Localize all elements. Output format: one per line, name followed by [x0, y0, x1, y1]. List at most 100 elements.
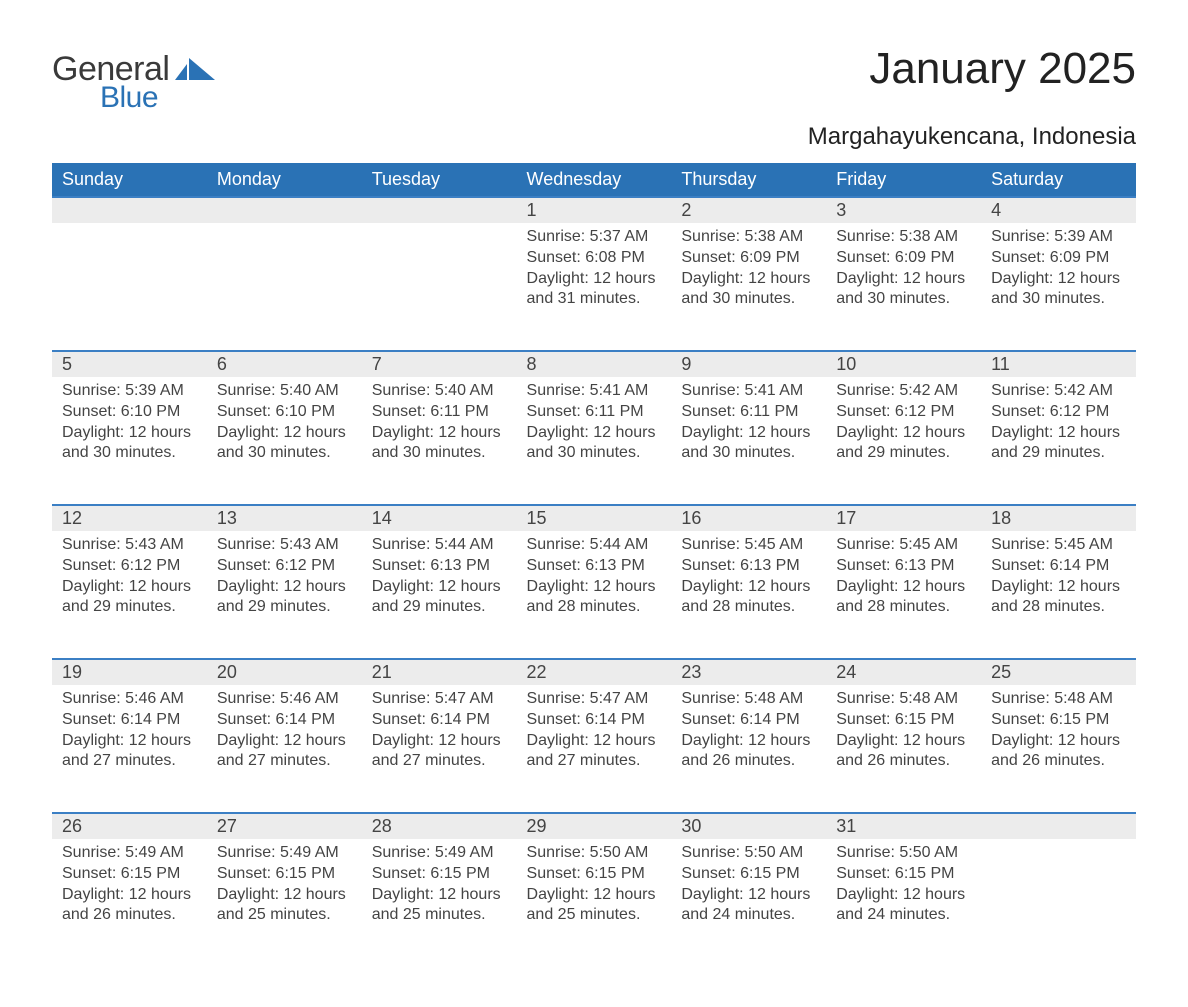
day-content: Sunrise: 5:46 AMSunset: 6:14 PMDaylight:… [52, 685, 207, 780]
daylight-line: Daylight: 12 hours and 31 minutes. [527, 270, 656, 308]
day-content: Sunrise: 5:39 AMSunset: 6:09 PMDaylight:… [981, 223, 1136, 318]
day-number-cell: 10 [826, 351, 981, 377]
daylight-line: Daylight: 12 hours and 30 minutes. [527, 424, 656, 462]
day-content: Sunrise: 5:39 AMSunset: 6:10 PMDaylight:… [52, 377, 207, 472]
day-number: 18 [981, 506, 1136, 531]
daylight-line: Daylight: 12 hours and 29 minutes. [217, 578, 346, 616]
sunrise-line: Sunrise: 5:45 AM [836, 536, 958, 553]
sunrise-line: Sunrise: 5:42 AM [991, 382, 1113, 399]
sunset-line: Sunset: 6:09 PM [991, 249, 1109, 266]
sunset-line: Sunset: 6:14 PM [527, 711, 645, 728]
sunset-line: Sunset: 6:15 PM [217, 865, 335, 882]
sunset-line: Sunset: 6:13 PM [836, 557, 954, 574]
day-number-cell: 23 [671, 659, 826, 685]
sunrise-line: Sunrise: 5:37 AM [527, 228, 649, 245]
day-number-cell: 25 [981, 659, 1136, 685]
day-number: 16 [671, 506, 826, 531]
week-daynum-row: 19202122232425 [52, 659, 1136, 685]
sunrise-line: Sunrise: 5:49 AM [62, 844, 184, 861]
day-number-cell: 11 [981, 351, 1136, 377]
day-number: 25 [981, 660, 1136, 685]
day-cell: Sunrise: 5:48 AMSunset: 6:15 PMDaylight:… [826, 685, 981, 813]
day-number [362, 198, 517, 202]
daylight-line: Daylight: 12 hours and 27 minutes. [372, 732, 501, 770]
day-number-cell: 15 [517, 505, 672, 531]
day-number: 29 [517, 814, 672, 839]
day-cell: Sunrise: 5:38 AMSunset: 6:09 PMDaylight:… [671, 223, 826, 351]
day-number: 1 [517, 198, 672, 223]
day-content: Sunrise: 5:41 AMSunset: 6:11 PMDaylight:… [671, 377, 826, 472]
sunset-line: Sunset: 6:15 PM [991, 711, 1109, 728]
day-cell [981, 839, 1136, 967]
header: General Blue January 2025 [52, 40, 1136, 115]
day-cell: Sunrise: 5:39 AMSunset: 6:10 PMDaylight:… [52, 377, 207, 505]
sunset-line: Sunset: 6:13 PM [681, 557, 799, 574]
sunset-line: Sunset: 6:14 PM [62, 711, 180, 728]
day-content: Sunrise: 5:43 AMSunset: 6:12 PMDaylight:… [52, 531, 207, 626]
day-number: 2 [671, 198, 826, 223]
day-number: 10 [826, 352, 981, 377]
week-content-row: Sunrise: 5:39 AM Sunset: 6:10 PM Daylight:… [52, 377, 1136, 505]
day-number-cell: 17 [826, 505, 981, 531]
sunset-line: Sunset: 6:11 PM [527, 403, 644, 420]
logo-text-blue: Blue [100, 81, 158, 115]
day-number: 3 [826, 198, 981, 223]
daylight-line: Daylight: 12 hours and 30 minutes. [372, 424, 501, 462]
day-number-cell: 27 [207, 813, 362, 839]
day-content: Sunrise: 5:38 AMSunset: 6:09 PMDaylight:… [671, 223, 826, 318]
day-number: 24 [826, 660, 981, 685]
daylight-line: Daylight: 12 hours and 26 minutes. [681, 732, 810, 770]
day-content: Sunrise: 5:49 AMSunset: 6:15 PMDaylight:… [207, 839, 362, 934]
day-number: 8 [517, 352, 672, 377]
day-number-cell: 6 [207, 351, 362, 377]
day-cell: Sunrise: 5:47 AMSunset: 6:14 PMDaylight:… [362, 685, 517, 813]
day-number-cell: 30 [671, 813, 826, 839]
day-number-cell: 20 [207, 659, 362, 685]
day-number-cell: 19 [52, 659, 207, 685]
sunrise-line: Sunrise: 5:41 AM [527, 382, 649, 399]
day-number-cell: 9 [671, 351, 826, 377]
sunset-line: Sunset: 6:14 PM [681, 711, 799, 728]
day-number: 7 [362, 352, 517, 377]
day-number: 6 [207, 352, 362, 377]
week-content-row: Sunrise: 5:46 AMSunset: 6:14 PMDaylight:… [52, 685, 1136, 813]
day-content: Sunrise: 5:48 AM Sunset: 6:14 PM Daylight:… [671, 685, 826, 780]
sunset-line: Sunset: 6:11 PM [681, 403, 798, 420]
sunrise-line: Sunrise: 5:49 AM [217, 844, 339, 861]
day-cell: Sunrise: 5:45 AMSunset: 6:13 PMDaylight:… [826, 531, 981, 659]
day-cell: Sunrise: 5:49 AMSunset: 6:15 PMDaylight:… [362, 839, 517, 967]
day-number-cell: 4 [981, 197, 1136, 223]
day-number-cell: 2 [671, 197, 826, 223]
day-content: Sunrise: 5:37 AMSunset: 6:08 PMDaylight:… [517, 223, 672, 318]
day-number: 11 [981, 352, 1136, 377]
daylight-line: Daylight: 12 hours and 28 minutes. [991, 578, 1120, 616]
day-number: 17 [826, 506, 981, 531]
day-content: Sunrise: 5:48 AMSunset: 6:15 PMDaylight:… [826, 685, 981, 780]
sunrise-line: Sunrise: 5:48 AM [681, 690, 803, 707]
day-number: 26 [52, 814, 207, 839]
sunset-line: Sunset: 6:09 PM [681, 249, 799, 266]
week-content-row: Sunrise: 5:49 AMSunset: 6:15 PMDaylight:… [52, 839, 1136, 967]
sunset-line: Sunset: 6:13 PM [527, 557, 645, 574]
day-cell: Sunrise: 5:42 AMSunset: 6:12 PMDaylight:… [981, 377, 1136, 505]
page-title: January 2025 [869, 44, 1136, 94]
sunrise-line: Sunrise: 5:40 AM [372, 382, 494, 399]
daylight-line: Daylight: 12 hours and 30 minutes. [836, 270, 965, 308]
sunset-line: Sunset: 6:15 PM [62, 865, 180, 882]
sunset-line: Sunset: 6:15 PM [681, 865, 799, 882]
sunrise-line: Sunrise: 5:39 AM [62, 382, 184, 399]
day-content: Sunrise: 5:50 AMSunset: 6:15 PMDaylight:… [517, 839, 672, 934]
sunset-line: Sunset: 6:14 PM [217, 711, 335, 728]
day-content: Sunrise: 5:47 AMSunset: 6:14 PMDaylight:… [362, 685, 517, 780]
day-content: Sunrise: 5:48 AMSunset: 6:15 PMDaylight:… [981, 685, 1136, 780]
day-number: 21 [362, 660, 517, 685]
day-content [362, 223, 517, 235]
week-content-row: Sunrise: 5:43 AMSunset: 6:12 PMDaylight:… [52, 531, 1136, 659]
day-cell: Sunrise: 5:41 AMSunset: 6:11 PMDaylight:… [671, 377, 826, 505]
day-number-cell: 3 [826, 197, 981, 223]
day-content: Sunrise: 5:45 AMSunset: 6:13 PMDaylight:… [671, 531, 826, 626]
sunrise-line: Sunrise: 5:44 AM [372, 536, 494, 553]
day-number-cell: 8 [517, 351, 672, 377]
day-content: Sunrise: 5:40 AMSunset: 6:11 PMDaylight:… [362, 377, 517, 472]
sunset-line: Sunset: 6:10 PM [217, 403, 335, 420]
